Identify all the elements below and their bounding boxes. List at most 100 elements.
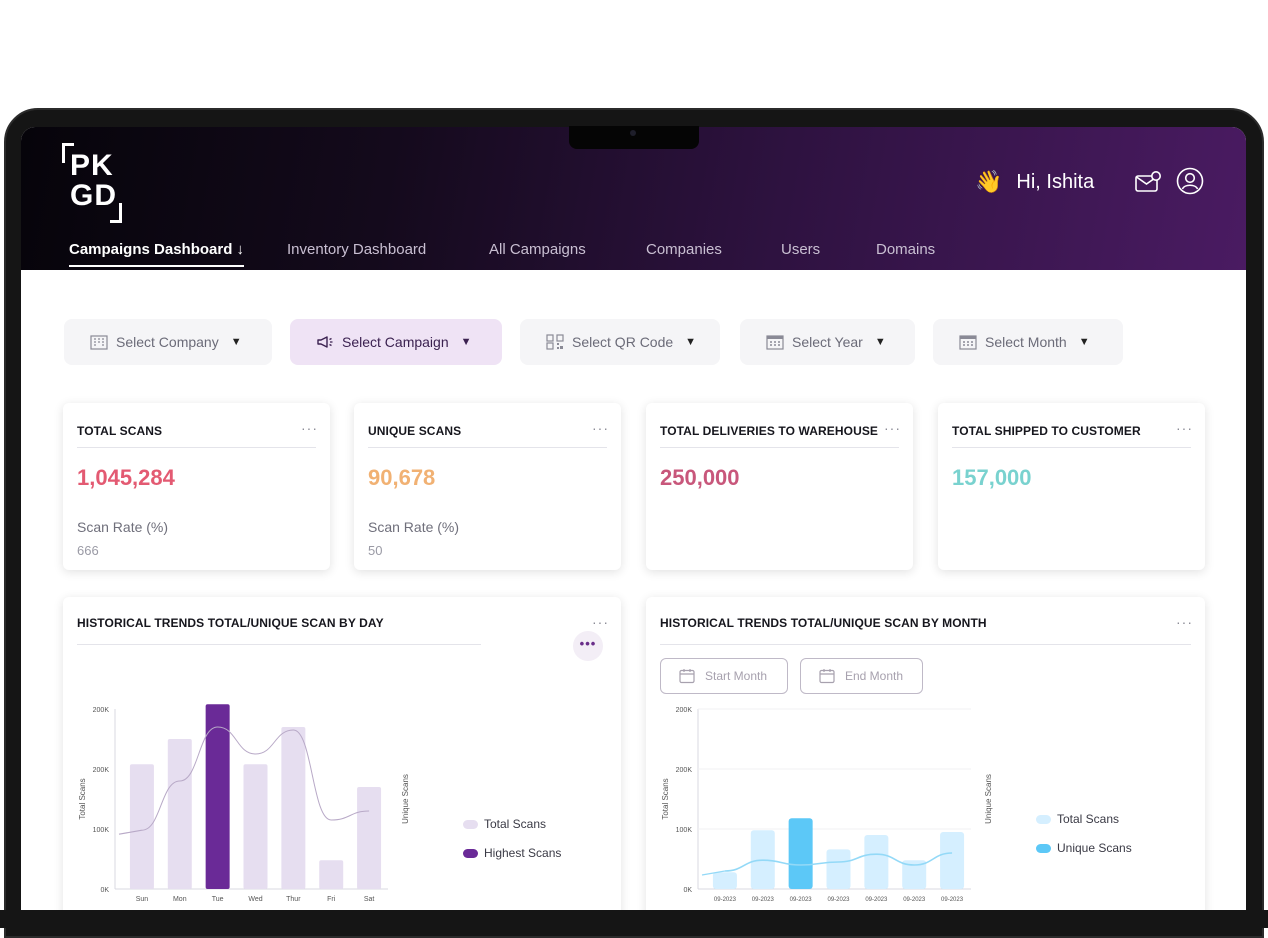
bar	[319, 860, 344, 889]
bar-highlight	[205, 704, 230, 889]
select-qr-code-dropdown[interactable]: Select QR Code ▼	[520, 319, 720, 365]
card-title: TOTAL SCANS	[77, 424, 163, 438]
bar	[940, 832, 965, 889]
y-tick-label: 100K	[676, 827, 693, 834]
legend-total-scans: Total Scans	[463, 817, 546, 831]
day-trend-chart-card: HISTORICAL TRENDS TOTAL/UNIQUE SCAN BY D…	[63, 597, 621, 911]
tab-users[interactable]: Users	[781, 241, 821, 258]
day-bar-chart: 0K 100K 200K 200K Total Scans Unique Scans Sun…	[78, 704, 410, 903]
logo-line-1: PK	[70, 149, 114, 182]
x-tick-label: Thur	[286, 896, 301, 903]
y2-axis-title: Unique Scans	[984, 774, 993, 824]
x-tick-label: 09-2023	[790, 897, 813, 903]
select-company-dropdown[interactable]: Select Company ▼	[64, 319, 272, 365]
tab-campaigns-dashboard[interactable]: Campaigns Dashboard ↓	[69, 241, 245, 267]
start-month-button[interactable]: Start Month	[660, 658, 788, 694]
y-tick-label: 100K	[93, 827, 110, 834]
card-value: 250,000	[660, 465, 740, 490]
chart-title: HISTORICAL TRENDS TOTAL/UNIQUE SCAN BY M…	[660, 616, 987, 630]
card-divider	[368, 447, 607, 448]
x-tick-label: 09-2023	[865, 897, 888, 903]
legend-highest-scans: Highest Scans	[463, 846, 561, 860]
x-tick-label: 09-2023	[827, 897, 850, 903]
month-bar-chart: 0K 100K 200K 200K Total Scans Unique Scans 09-…	[661, 707, 993, 903]
card-title: UNIQUE SCANS	[368, 424, 462, 438]
card-divider	[952, 447, 1191, 448]
laptop-bottom-bezel	[0, 910, 1268, 928]
trend-line-start	[701, 870, 726, 876]
x-tick-label: Mon	[173, 896, 187, 903]
more-options-icon[interactable]: ···	[884, 420, 901, 436]
chevron-down-icon: ▼	[460, 336, 472, 348]
building-icon	[90, 335, 108, 350]
tab-campaigns-dashboard-label: Campaigns Dashboard ↓	[69, 241, 245, 258]
total-shipped-card: TOTAL SHIPPED TO CUSTOMER ··· 157,000	[938, 403, 1205, 570]
card-divider	[77, 644, 481, 645]
select-company-label: Select Company	[116, 334, 219, 350]
x-tick-label: Tue	[212, 896, 224, 903]
mail-icon[interactable]	[1135, 171, 1161, 193]
chart-title: HISTORICAL TRENDS TOTAL/UNIQUE SCAN BY D…	[77, 616, 384, 630]
chevron-down-icon: ▼	[1078, 336, 1090, 348]
bar	[129, 764, 154, 889]
y-axis-title: Total Scans	[661, 778, 670, 819]
bar-highlight	[788, 818, 813, 889]
tab-inventory-dashboard[interactable]: Inventory Dashboard	[287, 241, 427, 258]
bar	[902, 860, 927, 889]
x-tick-label: 09-2023	[903, 897, 926, 903]
legend-unique-scans: Unique Scans	[1036, 841, 1132, 855]
more-options-icon[interactable]: ···	[1176, 614, 1193, 630]
greeting: 👋 Hi, Ishita	[975, 169, 1094, 195]
bar	[864, 835, 889, 889]
tab-all-campaigns[interactable]: All Campaigns	[489, 241, 586, 258]
bar	[243, 764, 268, 889]
y-tick-label: 0K	[683, 887, 692, 894]
card-value: 1,045,284	[77, 465, 175, 490]
y-tick-label: 200K	[676, 707, 693, 714]
select-year-label: Select Year	[792, 334, 863, 350]
tab-companies[interactable]: Companies	[646, 241, 722, 258]
chart-menu-button[interactable]: •••	[573, 631, 603, 661]
y-tick-label: 200K	[93, 707, 110, 714]
x-tick-label: 09-2023	[941, 897, 964, 903]
trend-line	[141, 726, 370, 831]
x-tick-label: Fri	[327, 896, 336, 903]
pkgd-logo[interactable]: PK GD	[62, 143, 122, 223]
waving-hand-icon: 👋	[975, 169, 1003, 194]
logo-line-2: GD	[70, 179, 117, 212]
card-title: TOTAL SHIPPED TO CUSTOMER	[952, 424, 1141, 438]
card-divider	[660, 447, 899, 448]
card-sub-value: 50	[368, 543, 383, 558]
select-month-dropdown[interactable]: Select Month ▼	[933, 319, 1123, 365]
card-value: 90,678	[368, 465, 436, 490]
calendar-icon	[766, 335, 784, 350]
end-month-button[interactable]: End Month	[800, 658, 923, 694]
bar	[357, 787, 382, 889]
y-tick-label: 200K	[93, 767, 110, 774]
more-options-icon[interactable]: ···	[1176, 420, 1193, 436]
x-tick-label: Sun	[136, 896, 149, 903]
y-axis-title: Total Scans	[78, 778, 87, 819]
bar	[712, 872, 737, 889]
tab-domains[interactable]: Domains	[876, 241, 936, 258]
user-profile-icon[interactable]	[1176, 167, 1204, 195]
y-tick-label: 0K	[100, 887, 109, 894]
active-tab-underline	[69, 265, 245, 267]
card-divider	[660, 644, 1191, 645]
select-qr-code-label: Select QR Code	[572, 334, 674, 350]
x-tick-label: 09-2023	[714, 897, 737, 903]
calendar-icon	[819, 669, 835, 684]
chevron-down-icon: ▼	[230, 336, 242, 348]
select-campaign-dropdown[interactable]: Select Campaign ▼	[290, 319, 502, 365]
select-year-dropdown[interactable]: Select Year ▼	[740, 319, 915, 365]
month-trend-chart-card: HISTORICAL TRENDS TOTAL/UNIQUE SCAN BY M…	[646, 597, 1205, 911]
more-options-icon[interactable]: ···	[301, 420, 318, 436]
trend-line	[724, 852, 953, 872]
legend-label: Highest Scans	[484, 846, 562, 860]
more-options-icon[interactable]: ···	[592, 420, 609, 436]
total-scans-card: TOTAL SCANS ··· 1,045,284 Scan Rate (%) …	[63, 403, 330, 570]
qr-code-icon	[546, 334, 564, 350]
greeting-text: Hi, Ishita	[1016, 170, 1095, 193]
more-options-icon[interactable]: ···	[592, 614, 609, 630]
chevron-down-icon: ▼	[685, 336, 697, 348]
